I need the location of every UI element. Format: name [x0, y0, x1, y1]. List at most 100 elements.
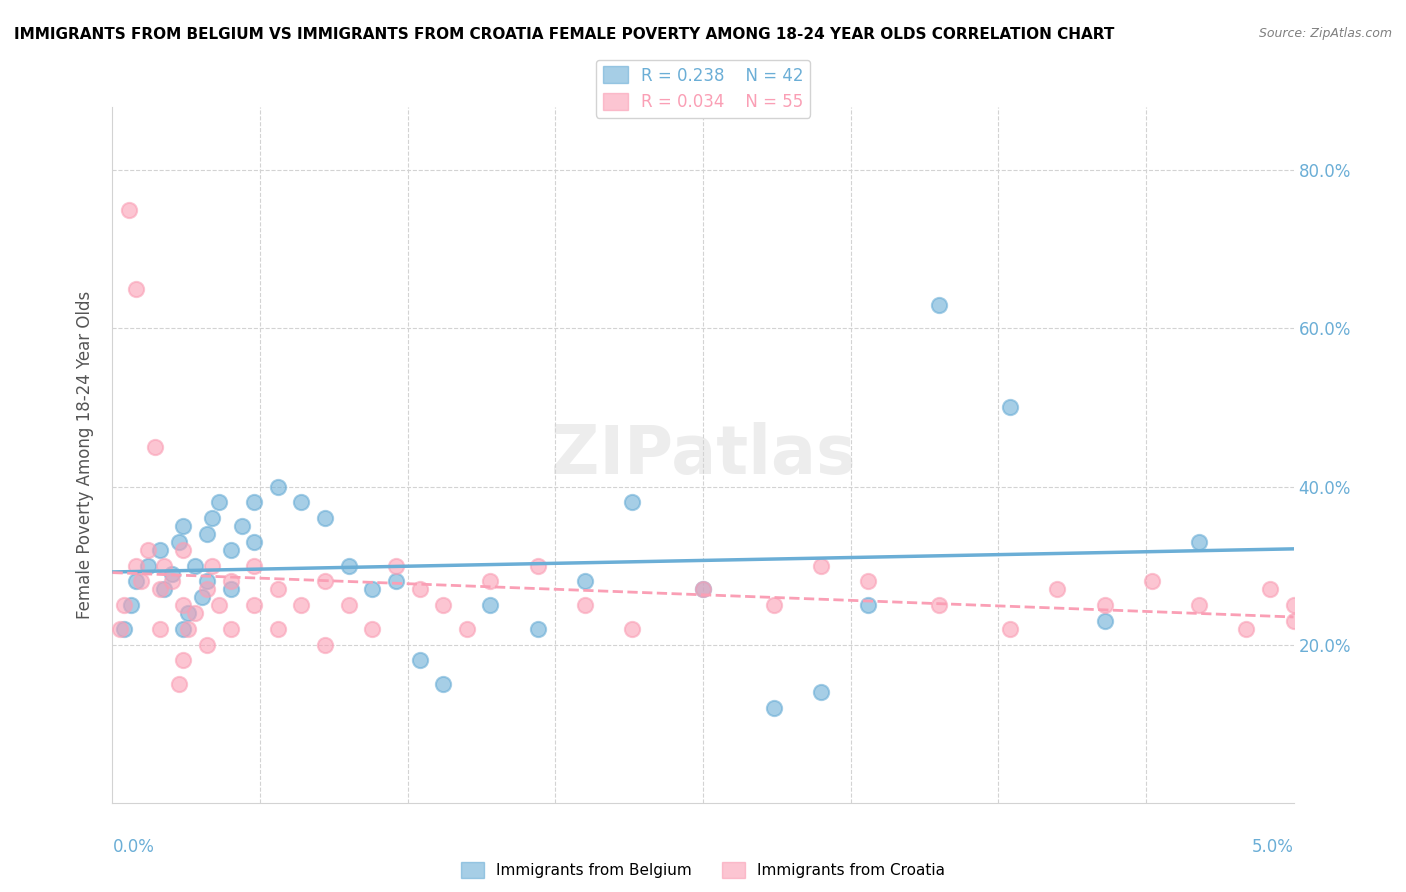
- Text: Source: ZipAtlas.com: Source: ZipAtlas.com: [1258, 27, 1392, 40]
- Point: [149, 622, 172, 636]
- Point: [621, 495, 644, 509]
- Point: [219, 574, 242, 589]
- Point: [136, 558, 159, 573]
- Point: [153, 558, 176, 573]
- Point: [1188, 598, 1211, 612]
- Text: 0.0%: 0.0%: [112, 838, 155, 855]
- Point: [219, 622, 242, 636]
- Point: [201, 558, 224, 573]
- Point: [1234, 622, 1257, 636]
- Point: [153, 582, 176, 597]
- Point: [143, 440, 166, 454]
- Point: [177, 622, 200, 636]
- Point: [191, 591, 214, 605]
- Point: [621, 622, 644, 636]
- Point: [1140, 574, 1163, 589]
- Point: [762, 701, 785, 715]
- Point: [172, 542, 194, 557]
- Point: [1094, 598, 1116, 612]
- Point: [184, 558, 207, 573]
- Point: [858, 598, 880, 612]
- Point: [201, 511, 224, 525]
- Point: [167, 677, 190, 691]
- Point: [267, 622, 290, 636]
- Point: [290, 495, 312, 509]
- Text: 5.0%: 5.0%: [1251, 838, 1294, 855]
- Point: [208, 495, 231, 509]
- Legend: R = 0.238    N = 42, R = 0.034    N = 55: R = 0.238 N = 42, R = 0.034 N = 55: [596, 60, 810, 118]
- Point: [195, 527, 218, 541]
- Point: [479, 574, 502, 589]
- Point: [243, 598, 266, 612]
- Point: [108, 622, 131, 636]
- Point: [1258, 582, 1281, 597]
- Point: [432, 598, 454, 612]
- Point: [112, 598, 135, 612]
- Point: [172, 598, 194, 612]
- Point: [120, 598, 142, 612]
- Point: [432, 677, 454, 691]
- Point: [574, 598, 596, 612]
- Point: [408, 582, 430, 597]
- Point: [160, 566, 183, 581]
- Point: [1046, 582, 1069, 597]
- Point: [1094, 614, 1116, 628]
- Point: [149, 542, 172, 557]
- Point: [1282, 614, 1305, 628]
- Point: [574, 574, 596, 589]
- Point: [136, 542, 159, 557]
- Point: [184, 606, 207, 620]
- Point: [361, 582, 384, 597]
- Point: [385, 558, 408, 573]
- Point: [408, 653, 430, 667]
- Point: [267, 479, 290, 493]
- Point: [810, 685, 832, 699]
- Text: ZIPatlas: ZIPatlas: [551, 422, 855, 488]
- Point: [692, 582, 714, 597]
- Point: [314, 638, 336, 652]
- Point: [172, 622, 194, 636]
- Point: [928, 298, 950, 312]
- Point: [219, 542, 242, 557]
- Point: [456, 622, 478, 636]
- Point: [267, 582, 290, 597]
- Point: [314, 574, 336, 589]
- Legend: Immigrants from Belgium, Immigrants from Croatia: Immigrants from Belgium, Immigrants from…: [454, 856, 952, 884]
- Point: [526, 558, 548, 573]
- Point: [314, 511, 336, 525]
- Text: IMMIGRANTS FROM BELGIUM VS IMMIGRANTS FROM CROATIA FEMALE POVERTY AMONG 18-24 YE: IMMIGRANTS FROM BELGIUM VS IMMIGRANTS FR…: [14, 27, 1115, 42]
- Point: [858, 574, 880, 589]
- Point: [337, 558, 360, 573]
- Point: [125, 282, 148, 296]
- Point: [762, 598, 785, 612]
- Point: [361, 622, 384, 636]
- Point: [998, 401, 1021, 415]
- Point: [290, 598, 312, 612]
- Point: [479, 598, 502, 612]
- Y-axis label: Female Poverty Among 18-24 Year Olds: Female Poverty Among 18-24 Year Olds: [76, 291, 94, 619]
- Point: [385, 574, 408, 589]
- Point: [177, 606, 200, 620]
- Point: [243, 534, 266, 549]
- Point: [526, 622, 548, 636]
- Point: [810, 558, 832, 573]
- Point: [112, 622, 135, 636]
- Point: [167, 534, 190, 549]
- Point: [998, 622, 1021, 636]
- Point: [928, 598, 950, 612]
- Point: [1188, 534, 1211, 549]
- Point: [219, 582, 242, 597]
- Point: [195, 638, 218, 652]
- Point: [208, 598, 231, 612]
- Point: [125, 574, 148, 589]
- Point: [1282, 598, 1305, 612]
- Point: [231, 519, 253, 533]
- Point: [172, 519, 194, 533]
- Point: [243, 558, 266, 573]
- Point: [337, 598, 360, 612]
- Point: [129, 574, 152, 589]
- Point: [172, 653, 194, 667]
- Point: [160, 574, 183, 589]
- Point: [118, 202, 141, 217]
- Point: [195, 574, 218, 589]
